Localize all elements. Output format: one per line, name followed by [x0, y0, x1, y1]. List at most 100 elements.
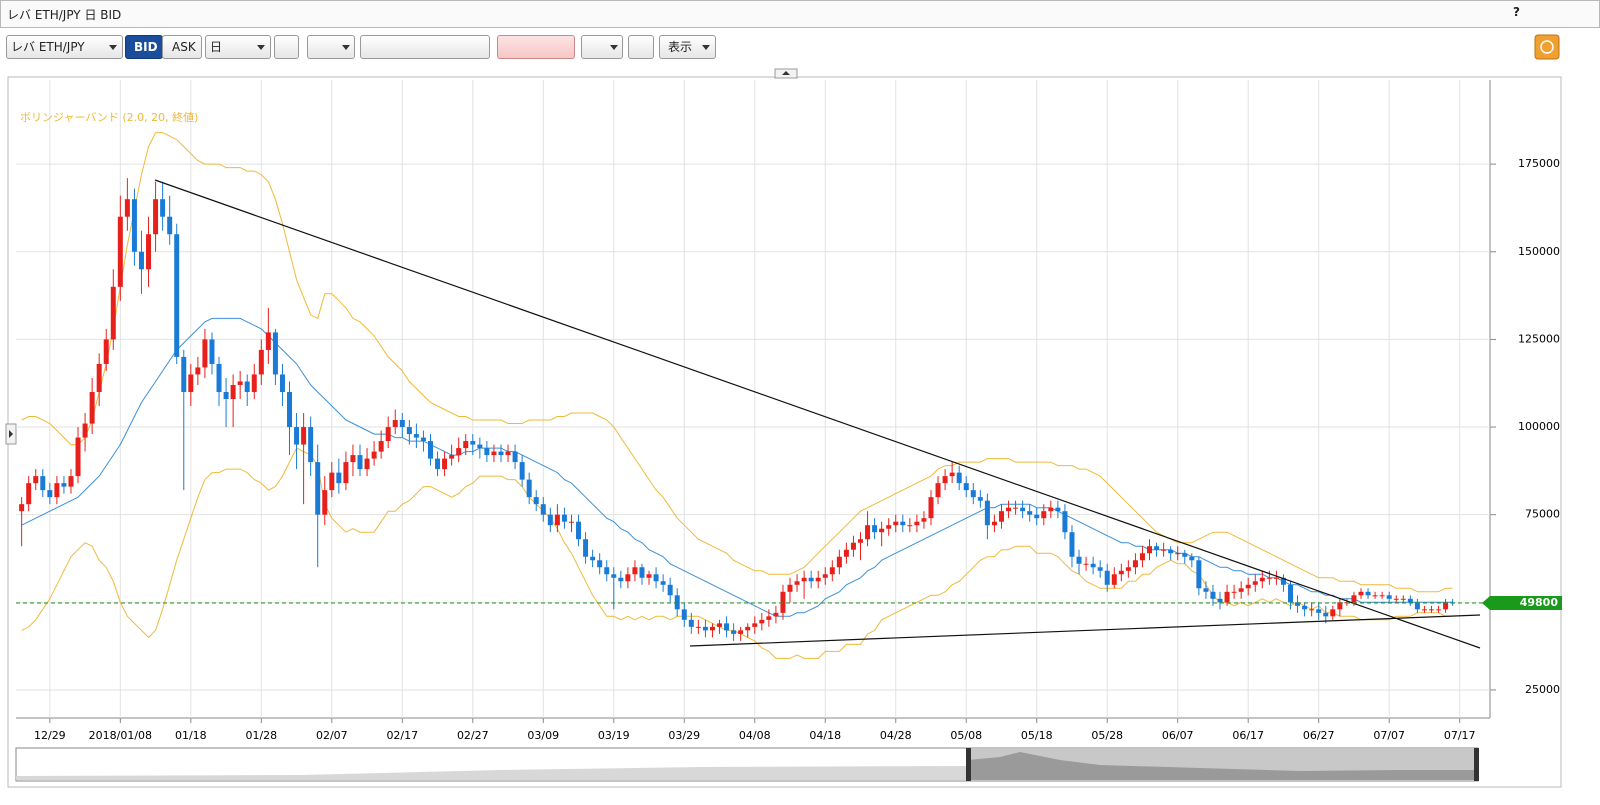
candle-body	[526, 479, 532, 498]
y-tick-label: 125000	[1518, 332, 1560, 345]
candle-body	[998, 511, 1004, 522]
candle-body	[265, 332, 271, 350]
candle-body	[1414, 602, 1420, 610]
candle-body	[188, 374, 194, 392]
x-tick-label: 01/28	[245, 729, 277, 742]
navigator-handle[interactable]	[1474, 748, 1479, 781]
candle-body	[759, 619, 765, 624]
x-tick-label: 05/08	[950, 729, 982, 742]
candle-body	[674, 595, 680, 610]
settings-icon	[1540, 40, 1554, 54]
candle-body	[1048, 507, 1054, 512]
candle-body	[1118, 570, 1124, 575]
candle-body	[103, 339, 109, 364]
candle-body	[1358, 591, 1364, 596]
candle-body	[787, 584, 793, 592]
candle-body	[117, 216, 123, 287]
candle-body	[1351, 595, 1357, 603]
candle-body	[1407, 598, 1413, 603]
band-middle	[21, 317, 1453, 617]
candle-body	[590, 556, 596, 561]
candle-body	[1139, 553, 1145, 561]
candle-body	[773, 612, 779, 617]
candle-body	[1288, 584, 1294, 603]
candle-body	[583, 539, 589, 557]
candle-body	[153, 199, 159, 235]
candle-body	[611, 574, 617, 578]
ask-button[interactable]: ASK	[162, 35, 202, 59]
candle-body	[653, 574, 659, 582]
zoom-tools[interactable]	[360, 35, 490, 59]
candle-body	[1203, 588, 1209, 592]
indicator-label: ボリンジャーバンド (2.0, 20, 終値)	[20, 110, 198, 124]
candle-body	[26, 483, 32, 505]
candle-body	[1365, 591, 1371, 596]
candle-body	[801, 577, 807, 582]
candle-body	[1379, 595, 1385, 597]
candle-body	[1154, 546, 1160, 550]
candle-body	[110, 286, 116, 340]
candle-body	[1189, 556, 1195, 561]
navigator-handle[interactable]	[966, 748, 971, 781]
symbol-select[interactable]: レバ ETH/JPY	[6, 35, 123, 59]
indicator-button[interactable]	[628, 35, 654, 59]
candle-body	[540, 504, 546, 515]
period-text: 日	[210, 40, 223, 54]
period-select[interactable]: 日	[205, 35, 271, 59]
candle-body	[1147, 546, 1153, 554]
x-tick-label: 07/17	[1444, 729, 1476, 742]
candle-body	[618, 577, 624, 582]
chart-type-select[interactable]	[307, 35, 355, 59]
candle-body	[131, 199, 137, 252]
pen-select[interactable]	[581, 35, 623, 59]
candle-body	[1027, 511, 1033, 515]
candle-body	[1266, 577, 1272, 579]
candle-body	[731, 630, 737, 634]
view-select[interactable]: 表示	[659, 35, 716, 59]
candle-body	[921, 518, 927, 522]
help-button[interactable]: ?	[1513, 5, 1520, 19]
x-tick-label: 05/18	[1021, 729, 1053, 742]
candle-body	[709, 626, 715, 631]
y-tick-label: 25000	[1525, 683, 1560, 696]
compare-button[interactable]	[274, 35, 299, 59]
candle-body	[1372, 595, 1378, 597]
x-tick-label: 03/09	[527, 729, 559, 742]
candle-body	[322, 490, 328, 515]
y-tick-label: 175000	[1518, 157, 1560, 170]
candle-body	[329, 472, 335, 491]
last-price-tag	[1482, 596, 1562, 611]
candle-body	[1182, 553, 1188, 557]
candle-body	[47, 490, 53, 498]
candle-body	[1132, 560, 1138, 568]
candle-body	[738, 630, 744, 634]
candle-body	[1238, 588, 1244, 592]
settings-button[interactable]	[1534, 34, 1560, 60]
dropdown-arrow	[702, 45, 710, 50]
candle-body	[956, 472, 962, 484]
candle-body	[209, 339, 215, 364]
candle-body	[646, 574, 652, 578]
candle-body	[1245, 584, 1251, 589]
candle-body	[829, 567, 835, 575]
candle-body	[343, 462, 349, 484]
candle-body	[660, 581, 666, 585]
candle-body	[597, 560, 603, 568]
candle-body	[1337, 602, 1343, 610]
x-tick-label: 03/19	[598, 729, 630, 742]
candle-body	[893, 521, 899, 526]
candle-body	[1273, 577, 1279, 579]
drawing-tools[interactable]	[497, 35, 575, 59]
x-tick-label: 03/29	[668, 729, 700, 742]
bid-button[interactable]: BID	[125, 35, 163, 59]
candle-body	[202, 339, 208, 368]
x-tick-label: 06/07	[1162, 729, 1194, 742]
trend-line[interactable]	[689, 614, 1481, 647]
navigator-area	[968, 752, 1476, 780]
candle-body	[435, 458, 441, 470]
candle-body	[1295, 602, 1301, 606]
trend-line[interactable]	[154, 179, 1481, 649]
candle-body	[639, 567, 645, 578]
candle-body	[251, 374, 257, 392]
candle-body	[1217, 598, 1223, 603]
